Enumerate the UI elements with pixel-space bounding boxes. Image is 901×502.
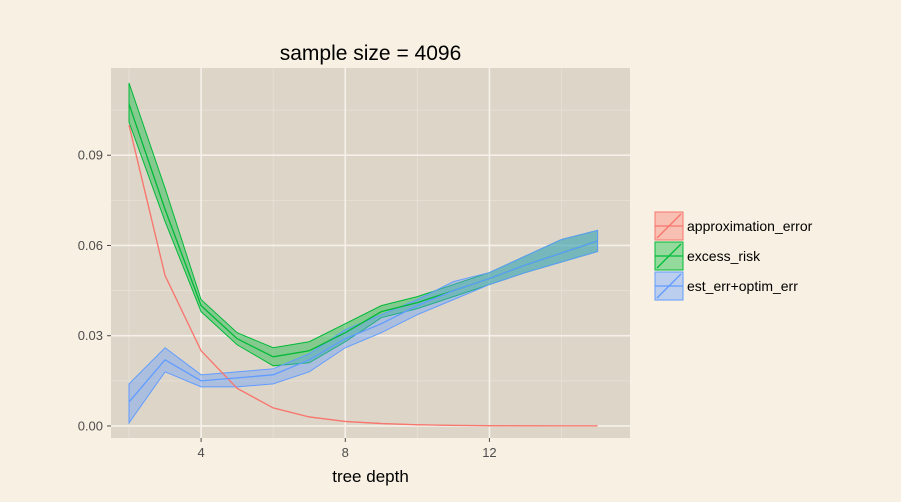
legend: approximation_error excess_risk est_err+op… <box>654 211 813 301</box>
minor-gridlines <box>111 68 630 438</box>
line-est-err-optim-err <box>128 240 598 403</box>
x-tick-label: 8 <box>342 445 349 460</box>
y-axis: 0.00 0.03 0.06 0.09 <box>78 148 111 433</box>
plot-panel <box>111 68 630 438</box>
ribbon-est-err-optim-err <box>128 229 599 425</box>
legend-label-excess-risk: excess_risk <box>687 248 761 264</box>
x-tick-label: 4 <box>197 445 204 460</box>
y-tick-label: 0.06 <box>78 238 103 253</box>
x-tick-label: 12 <box>482 445 496 460</box>
y-tick-label: 0.03 <box>78 328 103 343</box>
y-tick-label: 0.00 <box>78 418 103 433</box>
x-axis-title: tree depth <box>332 467 409 486</box>
x-axis: 4 8 12 <box>197 438 497 460</box>
chart-title: sample size = 4096 <box>280 42 462 65</box>
series-lines <box>128 103 598 427</box>
y-tick-label: 0.09 <box>78 148 103 163</box>
line-approximation-error <box>128 125 598 427</box>
legend-label-est-err-optim-err: est_err+optim_err <box>687 278 798 294</box>
legend-label-approximation-error: approximation_error <box>687 218 813 234</box>
